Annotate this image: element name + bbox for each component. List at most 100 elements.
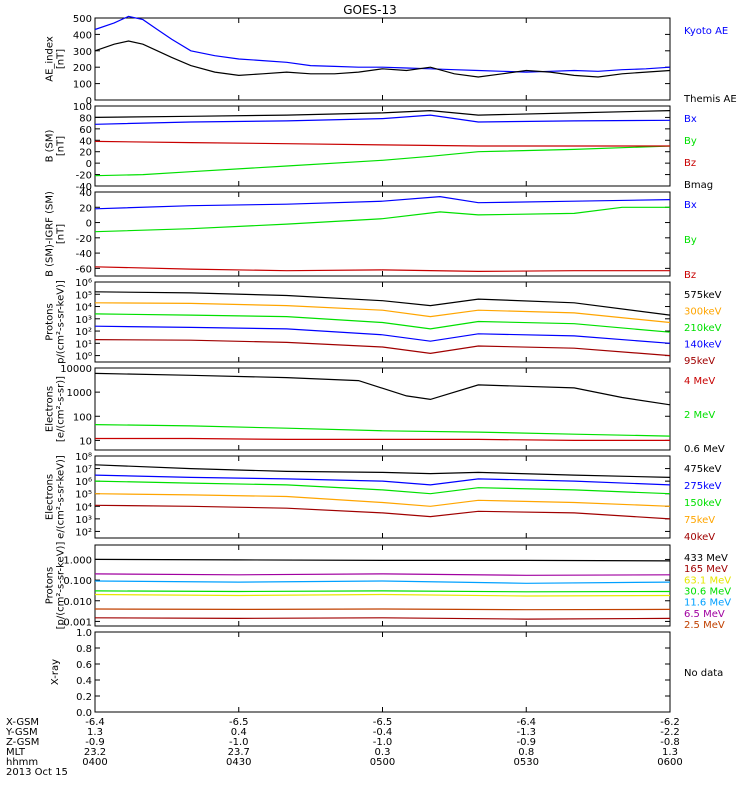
orbit-row-label: MLT — [6, 747, 26, 758]
orbit-value: -0.9 — [85, 737, 105, 748]
legend-bsm-2: Bz — [684, 158, 696, 169]
no-data-note: No data — [684, 668, 723, 679]
ytick-label-bsm: 20 — [79, 148, 92, 159]
series-line-hiprotons-2 — [94, 593, 671, 597]
orbit-value: 23.2 — [84, 747, 106, 758]
orbit-value: -6.5 — [229, 717, 249, 728]
legend-hiprotons-1: 165 MeV — [684, 564, 728, 575]
series-line-electrons2-1 — [94, 474, 671, 486]
orbit-value: -0.4 — [373, 727, 393, 738]
legend-bigrf-2: Bz — [684, 270, 696, 281]
legend-bsm-0: Bx — [684, 114, 697, 125]
ytick-label-xray: 0.2 — [76, 692, 92, 703]
ylabel-hiprotons: [p/(cm²-s-sr-keV)] — [56, 542, 67, 630]
ytick-label-ae: 400 — [73, 30, 92, 41]
ytick-label-bsm: 60 — [79, 125, 92, 136]
legend-electrons2-2: 150keV — [684, 498, 722, 509]
ytick-label-bigrf: -60 — [76, 264, 92, 275]
ytick-label-protons: 10⁵ — [75, 290, 92, 301]
ylabel-electrons2: e/(cm²-s-sr-keV)] — [56, 455, 67, 539]
ylabel-bigrf: [nT] — [56, 224, 67, 244]
series-line-hiprotons-5 — [94, 573, 671, 576]
ytick-label-bigrf: -20 — [76, 234, 92, 245]
legend-hiprotons-0: 433 MeV — [684, 553, 728, 564]
legend-hiprotons-4: 11.6 MeV — [684, 598, 731, 609]
legend-electrons2-1: 275keV — [684, 481, 722, 492]
ylabel-electrons1: [e/(cm²-s-sr)] — [56, 376, 67, 442]
ytick-label-bsm: 40 — [79, 136, 92, 147]
ytick-label-ae: 100 — [73, 80, 92, 91]
legend-electrons2-0: 475keV — [684, 464, 722, 475]
legend-hiprotons-5: 6.5 MeV — [684, 609, 725, 620]
orbit-row-label: X-GSM — [6, 717, 39, 728]
ytick-label-bigrf: -40 — [76, 249, 92, 260]
series-line-electrons1-0 — [95, 437, 670, 441]
ytick-label-electrons2: 10⁵ — [75, 490, 92, 501]
ytick-label-protons: 10⁰ — [75, 352, 92, 363]
ytick-label-protons: 10² — [75, 327, 92, 338]
ytick-label-electrons1: 100 — [73, 412, 92, 423]
ylabel-xray: X-ray — [50, 659, 61, 685]
ytick-label-protons: 10⁴ — [75, 303, 92, 314]
legend-protons-1: 300keV — [684, 307, 722, 318]
orbit-value: -1.0 — [373, 737, 393, 748]
ylabel-ae: AE_index — [45, 36, 56, 82]
series-line-electrons2-3 — [94, 493, 671, 507]
legend-ae-1: Themis AE — [683, 94, 737, 105]
ytick-label-electrons2: 10⁶ — [75, 477, 92, 488]
series-line-protons-4 — [94, 339, 671, 357]
legend-bsm-1: By — [684, 136, 697, 147]
panel-frame-electrons1 — [94, 367, 671, 451]
ytick-label-protons: 10¹ — [75, 339, 92, 350]
ytick-label-electrons1: 1000 — [67, 388, 92, 399]
legend-bigrf-0: Bx — [684, 200, 697, 211]
ytick-label-bsm: -20 — [76, 171, 92, 182]
ytick-label-bsm: 0 — [86, 159, 92, 170]
series-line-electrons2-4 — [94, 504, 671, 520]
legend-hiprotons-3: 30.6 MeV — [684, 587, 731, 598]
series-line-bsm-2 — [94, 140, 670, 147]
legend-electrons1-2: 0.6 MeV — [684, 444, 725, 455]
legend-protons-0: 575keV — [684, 290, 722, 301]
series-line-hiprotons-6 — [94, 608, 671, 611]
ytick-label-ae: 500 — [73, 14, 92, 25]
orbit-value: 0400 — [82, 757, 107, 768]
ytick-label-electrons2: 10² — [75, 527, 92, 538]
ytick-label-bigrf: 0 — [86, 219, 92, 230]
series-line-bigrf-0 — [94, 195, 671, 210]
ytick-label-xray: 0.0 — [76, 708, 92, 719]
legend-protons-2: 210keV — [684, 323, 722, 334]
legend-hiprotons-2: 63.1 MeV — [684, 575, 731, 586]
orbit-value: -1.0 — [229, 737, 249, 748]
series-line-electrons2-2 — [94, 480, 671, 495]
orbit-value: 0430 — [226, 757, 251, 768]
ytick-label-ae: 200 — [73, 63, 92, 74]
legend-protons-4: 95keV — [684, 356, 715, 367]
legend-bigrf-1: By — [684, 235, 697, 246]
ytick-label-electrons1: 10 — [79, 436, 92, 447]
ytick-label-ae: 0 — [86, 96, 92, 107]
series-line-electrons2-0 — [94, 464, 671, 478]
series-line-electrons1-2 — [94, 372, 671, 406]
ytick-label-xray: 0.4 — [76, 676, 92, 687]
series-line-hiprotons-1 — [94, 617, 671, 620]
ytick-label-protons: 10³ — [75, 315, 92, 326]
ytick-label-bsm: -40 — [76, 182, 92, 193]
orbit-value: 1.3 — [662, 747, 678, 758]
panel-frame-ae — [94, 17, 671, 101]
orbit-value: 0500 — [370, 757, 395, 768]
series-line-protons-2 — [94, 313, 671, 333]
date-label: 2013 Oct 15 — [6, 767, 68, 778]
series-line-protons-3 — [94, 325, 671, 344]
ylabel-protons: Protons — [45, 303, 56, 340]
ylabel-electrons1: Electrons — [45, 386, 56, 432]
orbit-value: 0600 — [657, 757, 682, 768]
series-line-protons-1 — [94, 302, 671, 324]
ytick-label-xray: 0.8 — [76, 644, 92, 655]
legend-bsm-3: Bmag — [684, 180, 713, 191]
series-line-bsm-0 — [94, 114, 671, 125]
orbit-value: 0530 — [514, 757, 539, 768]
ytick-label-hiprotons: 1.000 — [63, 555, 92, 566]
